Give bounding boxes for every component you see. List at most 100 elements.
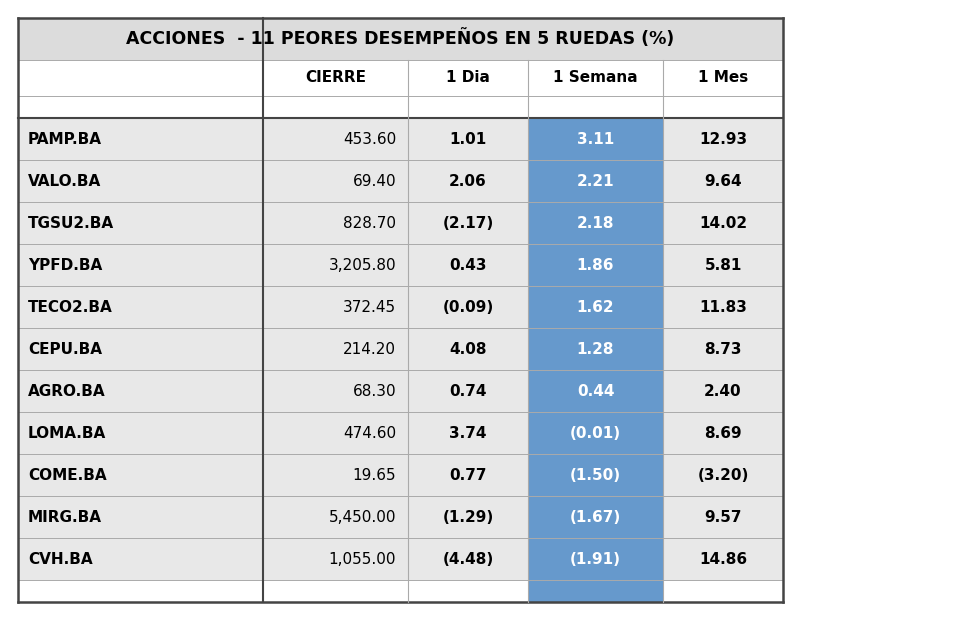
- Bar: [18, 160, 263, 202]
- Text: LOMA.BA: LOMA.BA: [28, 425, 106, 440]
- Text: (1.91): (1.91): [570, 552, 621, 567]
- Bar: [263, 202, 408, 244]
- Bar: [663, 96, 783, 118]
- Text: (2.17): (2.17): [442, 216, 494, 230]
- Text: 1.28: 1.28: [577, 342, 614, 357]
- Text: 3,205.80: 3,205.80: [328, 257, 396, 272]
- Text: 2.18: 2.18: [577, 216, 614, 230]
- Text: 453.60: 453.60: [343, 131, 396, 147]
- Text: (1.50): (1.50): [570, 467, 621, 482]
- Text: 1 Mes: 1 Mes: [698, 70, 748, 86]
- Text: 19.65: 19.65: [353, 467, 396, 482]
- Bar: [408, 286, 528, 328]
- Bar: [408, 370, 528, 412]
- Bar: [528, 118, 663, 160]
- Text: 4.08: 4.08: [449, 342, 487, 357]
- Bar: [663, 454, 783, 496]
- Bar: [528, 286, 663, 328]
- Text: (0.09): (0.09): [442, 299, 494, 314]
- Bar: [263, 580, 408, 602]
- Text: 0.43: 0.43: [449, 257, 487, 272]
- Bar: [408, 202, 528, 244]
- Bar: [18, 454, 263, 496]
- Text: 214.20: 214.20: [343, 342, 396, 357]
- Bar: [263, 370, 408, 412]
- Bar: [18, 496, 263, 538]
- Bar: [528, 370, 663, 412]
- Text: (4.48): (4.48): [442, 552, 494, 567]
- Text: CIERRE: CIERRE: [305, 70, 366, 86]
- Bar: [663, 370, 783, 412]
- Text: 68.30: 68.30: [353, 384, 396, 399]
- Bar: [18, 538, 263, 580]
- Bar: [263, 96, 408, 118]
- Bar: [528, 202, 663, 244]
- Text: CEPU.BA: CEPU.BA: [28, 342, 102, 357]
- Text: TECO2.BA: TECO2.BA: [28, 299, 113, 314]
- Text: 474.60: 474.60: [343, 425, 396, 440]
- Bar: [18, 412, 263, 454]
- Bar: [263, 538, 408, 580]
- Text: MIRG.BA: MIRG.BA: [28, 509, 102, 525]
- Bar: [263, 496, 408, 538]
- Text: (3.20): (3.20): [698, 467, 749, 482]
- Bar: [263, 412, 408, 454]
- Text: COME.BA: COME.BA: [28, 467, 107, 482]
- Text: (1.29): (1.29): [442, 509, 494, 525]
- Bar: [18, 328, 263, 370]
- Bar: [18, 96, 263, 118]
- Bar: [528, 160, 663, 202]
- Text: VALO.BA: VALO.BA: [28, 174, 101, 189]
- Bar: [528, 454, 663, 496]
- Bar: [528, 244, 663, 286]
- Bar: [18, 580, 263, 602]
- Text: 12.93: 12.93: [699, 131, 747, 147]
- Text: 8.73: 8.73: [705, 342, 742, 357]
- Text: (0.01): (0.01): [570, 425, 621, 440]
- Text: TGSU2.BA: TGSU2.BA: [28, 216, 114, 230]
- Bar: [263, 118, 408, 160]
- Bar: [408, 412, 528, 454]
- Bar: [18, 18, 783, 60]
- Text: 1.86: 1.86: [577, 257, 614, 272]
- Text: 3.74: 3.74: [449, 425, 487, 440]
- Bar: [663, 244, 783, 286]
- Bar: [663, 60, 783, 96]
- Text: 1.62: 1.62: [576, 299, 614, 314]
- Bar: [263, 244, 408, 286]
- Bar: [663, 118, 783, 160]
- Bar: [663, 496, 783, 538]
- Bar: [263, 286, 408, 328]
- Text: 0.44: 0.44: [577, 384, 614, 399]
- Bar: [663, 328, 783, 370]
- Bar: [528, 412, 663, 454]
- Text: 2.06: 2.06: [449, 174, 487, 189]
- Text: CVH.BA: CVH.BA: [28, 552, 93, 567]
- Text: 372.45: 372.45: [343, 299, 396, 314]
- Bar: [663, 580, 783, 602]
- Bar: [408, 580, 528, 602]
- Bar: [263, 160, 408, 202]
- Text: 11.83: 11.83: [699, 299, 747, 314]
- Bar: [18, 244, 263, 286]
- Text: 0.74: 0.74: [449, 384, 487, 399]
- Bar: [663, 412, 783, 454]
- Text: 9.57: 9.57: [705, 509, 742, 525]
- Text: 5,450.00: 5,450.00: [328, 509, 396, 525]
- Bar: [18, 286, 263, 328]
- Text: 0.77: 0.77: [449, 467, 487, 482]
- Text: 1 Semana: 1 Semana: [553, 70, 638, 86]
- Text: (1.67): (1.67): [570, 509, 621, 525]
- Text: 69.40: 69.40: [353, 174, 396, 189]
- Bar: [408, 328, 528, 370]
- Bar: [663, 202, 783, 244]
- Bar: [408, 60, 528, 96]
- Text: ACCIONES  - 11 PEORES DESEMPEÑOS EN 5 RUEDAS (%): ACCIONES - 11 PEORES DESEMPEÑOS EN 5 RUE…: [126, 30, 674, 48]
- Text: 14.02: 14.02: [699, 216, 747, 230]
- Text: YPFD.BA: YPFD.BA: [28, 257, 102, 272]
- Bar: [263, 60, 408, 96]
- Bar: [18, 370, 263, 412]
- Bar: [408, 96, 528, 118]
- Bar: [408, 118, 528, 160]
- Bar: [528, 60, 663, 96]
